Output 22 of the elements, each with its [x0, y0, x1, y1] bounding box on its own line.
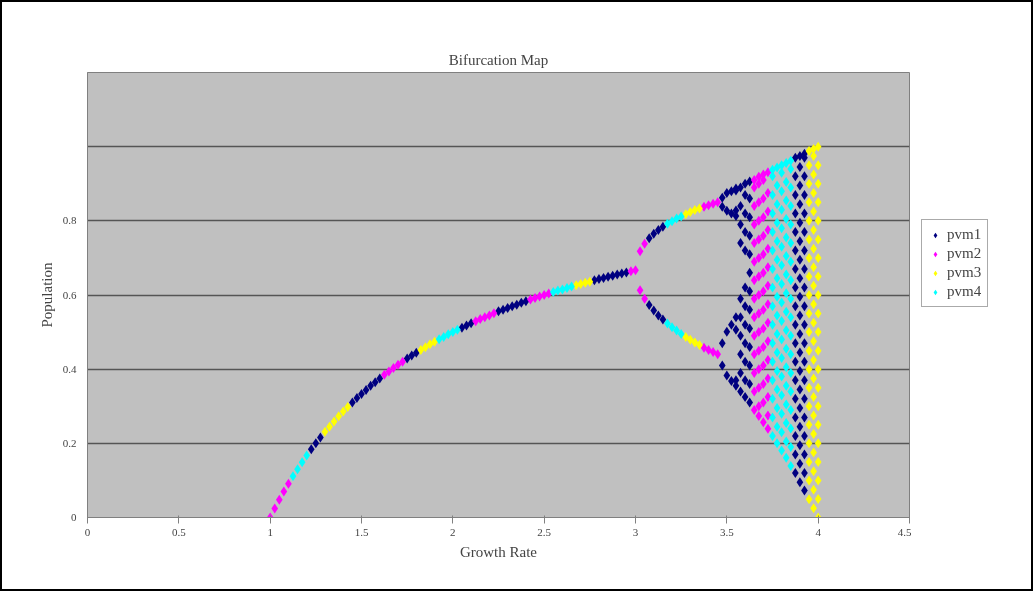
- legend-label: pvm1: [947, 226, 982, 243]
- y-tick-label: 0.6: [62, 288, 77, 301]
- y-tick-label: 0.8: [62, 214, 77, 227]
- x-tick-label: 1.5: [354, 525, 369, 538]
- y-tick-label: 0.2: [62, 436, 77, 449]
- x-tick-label: 3: [632, 525, 639, 538]
- x-tick-label: 0: [84, 525, 91, 538]
- x-tick-label: 2: [450, 525, 456, 538]
- x-axis-title: Growth Rate: [459, 543, 538, 560]
- x-tick-label: 4.5: [897, 525, 912, 538]
- x-tick-label: 3.5: [719, 525, 735, 538]
- chart-title: Bifurcation Map: [448, 51, 549, 68]
- y-axis-title: Population: [38, 262, 55, 328]
- legend-label: pvm4: [947, 283, 982, 300]
- x-tick-label: 1: [267, 525, 273, 538]
- legend-label: pvm2: [947, 245, 982, 262]
- y-tick-label: 0.4: [62, 362, 77, 375]
- x-tick-label: 0.5: [171, 525, 187, 538]
- y-tick-label: 0: [71, 511, 77, 523]
- x-tick-label: 4: [815, 525, 822, 538]
- x-tick-label: 2.5: [537, 525, 552, 538]
- legend-label: pvm3: [947, 264, 982, 281]
